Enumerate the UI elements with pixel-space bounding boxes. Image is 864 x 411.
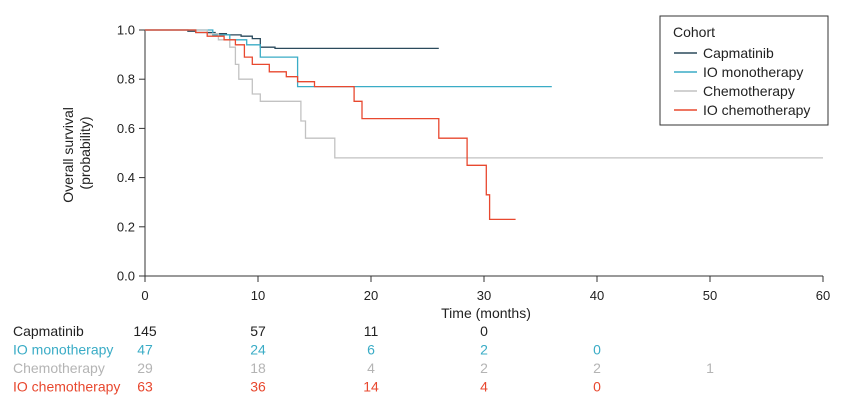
y-tick-label: 0.0 (117, 269, 135, 284)
risk-count: 24 (250, 342, 266, 358)
risk-count: 11 (364, 323, 379, 339)
x-tick-label: 0 (141, 288, 148, 303)
y-axis-title-line-1: Overall survival (60, 107, 76, 203)
risk-count: 57 (250, 323, 266, 339)
y-axis-title: Overall survival (probability) (60, 103, 93, 203)
risk-row-label-io-chemotherapy: IO chemotherapy (13, 379, 120, 395)
legend: Cohort Capmatinib IO monotherapy Chemother… (659, 15, 829, 126)
x-ticks: 0 10 20 30 40 50 60 (141, 276, 830, 303)
risk-count: 2 (480, 342, 488, 358)
x-tick-label: 20 (364, 288, 378, 303)
risk-count: 1 (706, 360, 714, 376)
curve-io-monotherapy (145, 29, 552, 88)
number-at-risk-table: Capmatinib 145 57 11 0IO monotherapy 47 24 6 2 0C… (13, 323, 714, 395)
y-tick-label: 0.8 (117, 72, 135, 87)
risk-count: 0 (593, 379, 601, 395)
x-tick-label: 40 (590, 288, 604, 303)
risk-row-label-chemotherapy: Chemotherapy (13, 360, 105, 376)
risk-count: 4 (367, 360, 375, 376)
legend-box (659, 15, 829, 126)
risk-count: 14 (363, 379, 379, 395)
legend-entries: Capmatinib IO monotherapy Chemotherapy IO c… (674, 45, 810, 118)
risk-count: 145 (133, 323, 157, 339)
risk-count: 2 (480, 360, 488, 376)
risk-count: 6 (367, 342, 375, 358)
risk-count: 63 (137, 379, 153, 395)
risk-count: 0 (593, 342, 601, 358)
x-tick-label: 60 (816, 288, 830, 303)
y-tick-label: 1.0 (117, 23, 135, 38)
risk-count: 47 (137, 342, 153, 358)
x-tick-label: 30 (477, 288, 491, 303)
risk-count: 4 (480, 379, 488, 395)
legend-title: Cohort (673, 24, 715, 40)
legend-label-io-monotherapy: IO monotherapy (703, 64, 803, 80)
legend-label-chemotherapy: Chemotherapy (703, 83, 795, 99)
curve-capmatinib (145, 29, 439, 50)
survival-curves (145, 29, 823, 221)
x-axis-title: Time (months) (441, 305, 531, 321)
risk-count: 2 (593, 360, 601, 376)
risk-count: 0 (480, 323, 488, 339)
y-tick-label: 0.6 (117, 121, 135, 136)
y-tick-label: 0.4 (117, 170, 135, 185)
x-tick-label: 10 (251, 288, 265, 303)
risk-row-label-io-monotherapy: IO monotherapy (13, 342, 113, 358)
risk-count: 18 (250, 360, 266, 376)
y-tick-label: 0.2 (117, 219, 135, 234)
y-ticks: 0.0 0.2 0.4 0.6 0.8 1.0 (117, 23, 145, 284)
risk-row-label-capmatinib: Capmatinib (13, 323, 84, 339)
risk-count: 36 (250, 379, 266, 395)
legend-label-capmatinib: Capmatinib (703, 45, 774, 61)
curve-io-chemotherapy (145, 29, 516, 221)
risk-count: 29 (137, 360, 153, 376)
y-axis-title-line-2: (probability) (77, 116, 93, 189)
x-tick-label: 50 (703, 288, 717, 303)
legend-label-io-chemotherapy: IO chemotherapy (703, 102, 810, 118)
